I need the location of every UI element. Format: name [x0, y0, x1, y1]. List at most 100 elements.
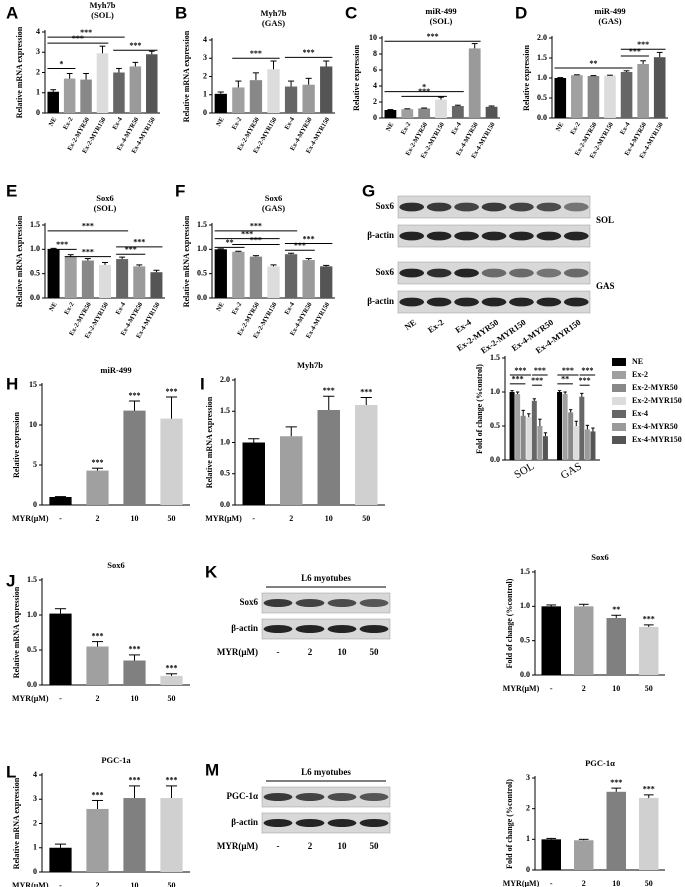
band: [536, 231, 562, 241]
significance: ***: [166, 387, 178, 396]
bar: [562, 394, 568, 460]
bar: [384, 110, 397, 118]
bar: [584, 429, 590, 460]
band: [536, 297, 562, 307]
lane-label: -: [277, 841, 280, 851]
x-tick-label: Ex-2: [62, 116, 75, 131]
bar: [267, 69, 280, 113]
bracket-label: ***: [72, 34, 84, 43]
row-label: PGC-1α: [226, 791, 258, 801]
lane-label: Ex-2: [426, 317, 446, 335]
y-tick-label: 1.5: [537, 53, 547, 62]
legend-swatch: [612, 358, 626, 366]
lane-label: 2: [308, 841, 313, 851]
x-tick-label: Ex-2: [231, 116, 244, 131]
x-tick-label: Ex-2: [63, 301, 76, 316]
bar: [571, 75, 583, 118]
bar: [267, 266, 280, 298]
chart-title: miR-499: [425, 6, 456, 16]
y-axis-label: Fold of change (%control): [505, 578, 514, 668]
row-label: β-actin: [231, 623, 258, 633]
band: [295, 625, 325, 633]
y-tick-label: 0.5: [220, 469, 230, 478]
x-tick-label: NE: [48, 116, 59, 127]
significance: ***: [323, 386, 335, 395]
y-tick-label: 6: [373, 65, 377, 74]
chart-title: Sox6: [96, 193, 113, 203]
panel-letter: H: [6, 374, 18, 393]
significance: ***: [129, 391, 141, 400]
y-tick-label: 15: [29, 380, 37, 389]
y-tick-label: 0.0: [520, 670, 530, 679]
chart-subtitle: (GAS): [262, 18, 285, 28]
x-tick-label: -: [252, 514, 255, 523]
bar: [133, 266, 146, 298]
y-tick-label: 2: [203, 71, 207, 80]
y-tick-label: 0.0: [490, 455, 500, 464]
bar: [418, 108, 431, 118]
bar: [249, 256, 263, 298]
bar: [146, 54, 158, 113]
bar: [573, 426, 579, 460]
y-tick-label: 4: [33, 770, 37, 779]
band: [359, 599, 389, 607]
bracket-label: ***: [129, 41, 141, 50]
bracket-label: ***: [250, 235, 262, 244]
bar: [232, 87, 245, 113]
y-tick-label: 2: [526, 803, 530, 812]
y-tick-label: 4: [373, 81, 377, 90]
significance: ***: [92, 631, 104, 640]
lane-label: 50: [370, 841, 380, 851]
bracket-label: ***: [512, 375, 524, 384]
bracket-label: ***: [534, 366, 546, 375]
bar: [574, 840, 594, 870]
x-tick-label: -: [59, 881, 62, 887]
bar: [249, 80, 263, 113]
panel-letter: G: [362, 181, 375, 200]
y-axis-label: Relative mRNA expression: [182, 215, 191, 307]
chart-subtitle: (SOL): [91, 10, 114, 20]
x-tick-label: 10: [131, 881, 139, 887]
y-tick-label: 4: [36, 27, 40, 36]
significance: ***: [92, 790, 104, 799]
y-tick-label: 1.5: [520, 567, 530, 576]
band: [399, 297, 425, 307]
bar: [49, 497, 72, 505]
bar: [515, 394, 521, 460]
significance: ***: [643, 615, 655, 624]
lane-label: 2: [308, 647, 313, 657]
x-tick-label: 2: [96, 881, 100, 887]
bracket-label: *: [59, 59, 63, 68]
bracket-label: ***: [629, 47, 641, 56]
bar: [587, 76, 600, 118]
lane-label: Ex-4: [453, 317, 473, 335]
significance: ***: [643, 785, 655, 794]
y-axis-label: Relative mRNA expression: [15, 26, 24, 118]
band: [327, 819, 357, 827]
band: [327, 599, 357, 607]
bar: [317, 410, 340, 505]
y-axis-label: Relative expression: [522, 45, 531, 111]
chart-subtitle: (GAS): [598, 16, 621, 26]
y-tick-label: 0: [526, 865, 530, 874]
lane-label: NE: [403, 317, 419, 332]
legend-swatch: [612, 371, 626, 379]
bar: [542, 436, 548, 460]
y-tick-label: 0.0: [220, 500, 230, 509]
band: [399, 231, 425, 241]
chart-subtitle: (SOL): [94, 203, 117, 213]
y-tick-label: 1.0: [197, 244, 207, 253]
row-label: β-actin: [367, 296, 394, 306]
bar: [302, 84, 315, 113]
blot-strip: [261, 812, 391, 834]
bracket-label: ***: [241, 229, 253, 238]
y-tick-label: 5: [33, 460, 37, 469]
x-tick-label: 10: [612, 879, 620, 887]
band: [509, 297, 534, 307]
y-tick-label: 1: [33, 843, 37, 852]
x-tick-label: -: [550, 879, 553, 887]
panel-letter: M: [205, 760, 219, 779]
bar: [86, 646, 109, 685]
bar: [639, 797, 659, 870]
y-tick-label: 2.0: [537, 33, 547, 42]
